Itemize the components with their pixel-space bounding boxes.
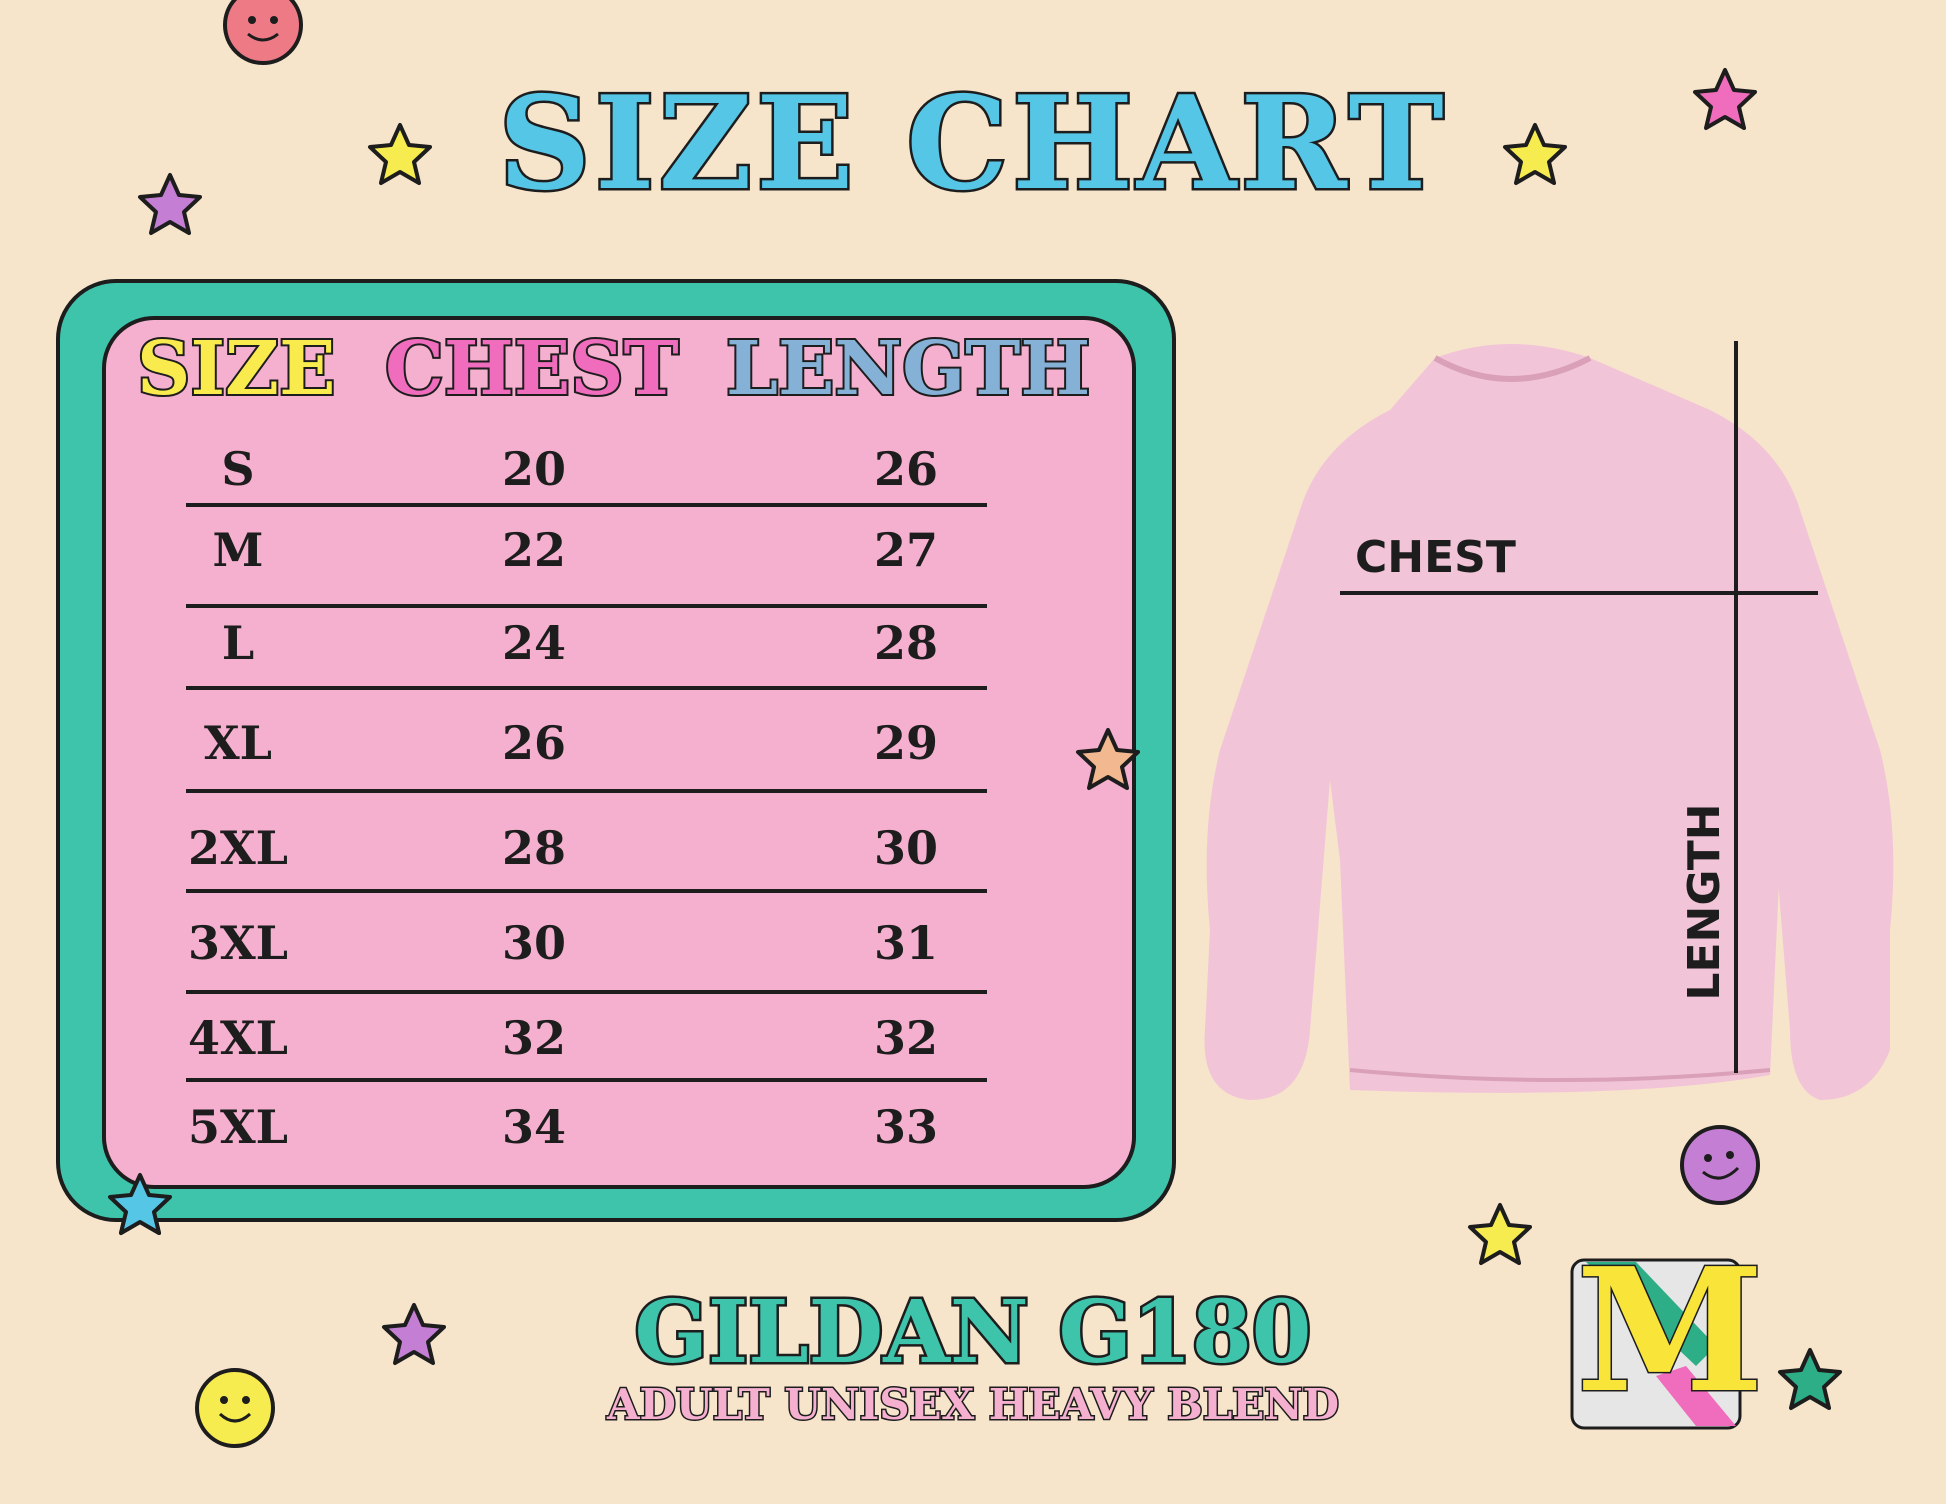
page-title: SIZE CHART: [496, 69, 1448, 219]
cell-length: 30: [873, 821, 938, 875]
chest-label: CHEST: [1355, 532, 1516, 583]
smiley-icon: [1680, 1125, 1760, 1205]
cell-length: 32: [873, 1011, 938, 1065]
cell-size: 5XL: [187, 1100, 289, 1154]
cell-length: 31: [873, 916, 938, 970]
logo-letter: M: [1574, 1231, 1765, 1431]
row-divider: [186, 503, 987, 507]
star-icon: [1503, 123, 1567, 185]
smiley-icon: [195, 1368, 275, 1448]
product-description: ADULT UNISEX HEAVY BLEND: [605, 1380, 1340, 1429]
cell-length: 29: [873, 716, 938, 770]
header-size: SIZE: [135, 326, 337, 412]
cell-size: S: [221, 442, 255, 496]
cell-chest: 22: [501, 523, 566, 577]
cell-size: 2XL: [187, 821, 289, 875]
length-label: LENGTH: [1679, 803, 1730, 1001]
cell-size: XL: [203, 716, 273, 770]
row-divider: [186, 990, 987, 994]
cell-length: 27: [873, 523, 938, 577]
star-icon: [1693, 68, 1757, 130]
cell-chest: 30: [501, 916, 566, 970]
cell-size: 3XL: [187, 916, 289, 970]
row-divider: [186, 889, 987, 893]
brand-logo: M: [1566, 1245, 1776, 1434]
cell-chest: 24: [501, 616, 566, 670]
length-measure-line: [1734, 341, 1738, 1073]
cell-chest: 20: [501, 442, 566, 496]
chest-measure-line: [1340, 591, 1818, 595]
sweatshirt-image: [1204, 344, 1894, 1100]
row-divider: [186, 604, 987, 608]
header-length: LENGTH: [724, 326, 1092, 412]
cell-chest: 28: [501, 821, 566, 875]
cell-size: L: [221, 616, 255, 670]
star-icon: [1468, 1203, 1532, 1265]
cell-length: 26: [873, 442, 938, 496]
row-divider: [186, 1078, 987, 1082]
header-chest: CHEST: [383, 326, 681, 412]
star-icon: [368, 123, 432, 185]
smiley-icon: [223, 0, 303, 65]
row-divider: [186, 789, 987, 793]
cell-size: M: [212, 523, 264, 577]
product-name: GILDAN G180: [632, 1282, 1314, 1383]
cell-length: 33: [873, 1100, 938, 1154]
cell-chest: 34: [501, 1100, 566, 1154]
star-icon: [138, 173, 202, 235]
row-divider: [186, 686, 987, 690]
cell-chest: 32: [501, 1011, 566, 1065]
size-table: [102, 316, 1136, 1189]
cell-chest: 26: [501, 716, 566, 770]
cell-length: 28: [873, 616, 938, 670]
cell-size: 4XL: [187, 1011, 289, 1065]
